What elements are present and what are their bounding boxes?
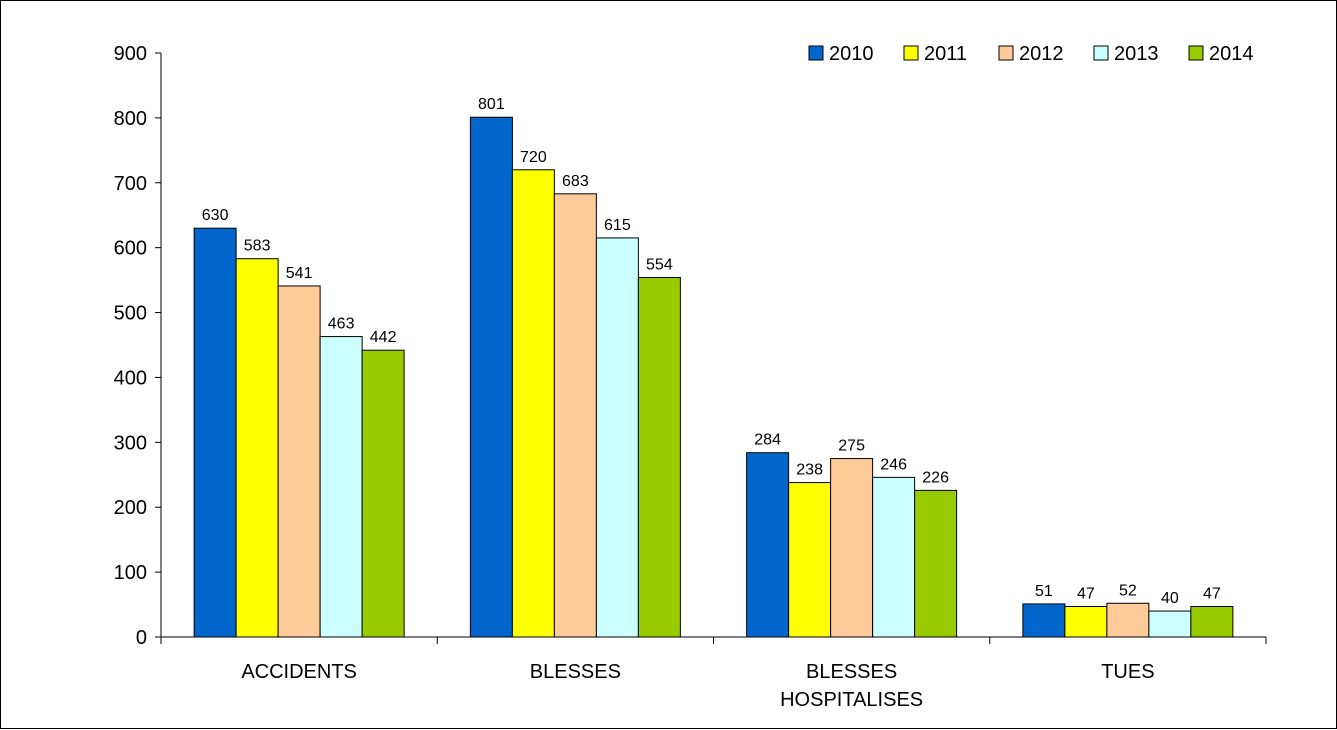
y-tick-label: 400 [114, 367, 147, 389]
bar [235, 258, 279, 638]
legend-label: 2014 [1209, 43, 1254, 65]
legend-label: 2010 [829, 43, 874, 65]
y-tick-label: 100 [114, 562, 147, 584]
data-label: 284 [754, 432, 781, 449]
bar [469, 116, 513, 638]
data-label: 52 [1119, 582, 1137, 599]
bar [595, 237, 639, 638]
bar [319, 336, 363, 638]
bar [872, 476, 916, 638]
data-label: 801 [478, 96, 505, 113]
category-label: ACCIDENTS [241, 661, 357, 683]
y-tick-label: 900 [114, 43, 147, 65]
legend: 2010 2011 2012 2013 2014 [808, 43, 1254, 65]
bar [1106, 602, 1150, 638]
y-tick-label: 200 [114, 497, 147, 519]
legend-label: 2011 [924, 43, 967, 65]
bar [788, 482, 832, 638]
bar [830, 458, 874, 638]
data-label: 683 [562, 173, 589, 190]
data-label: 720 [520, 149, 547, 166]
data-labels: 630 801 284 51 583 720 238 47 541 683 275 52 463 615 2… [202, 96, 1221, 607]
y-tick-label: 0 [136, 627, 147, 649]
data-label: 554 [646, 257, 673, 274]
data-label: 583 [244, 238, 271, 255]
legend-swatch [1188, 45, 1204, 61]
category-label: TUES [1101, 661, 1154, 683]
data-label: 40 [1161, 590, 1179, 607]
data-label: 275 [838, 438, 865, 455]
x-axis: ACCIDENTS BLESSES BLESSES HOSPITALISES TUES [160, 636, 1267, 711]
category-label: HOSPITALISES [780, 689, 923, 711]
legend-swatch [998, 45, 1014, 61]
bar [1022, 603, 1066, 638]
bar [1064, 606, 1108, 638]
category-label: BLESSES [806, 661, 897, 683]
bar [746, 452, 790, 638]
legend-label: 2012 [1019, 43, 1064, 65]
y-tick-label: 300 [114, 432, 147, 454]
bar [1190, 606, 1234, 638]
data-label: 541 [286, 265, 313, 282]
y-tick-label: 600 [114, 238, 147, 260]
data-label: 442 [370, 329, 397, 346]
data-label: 615 [604, 217, 631, 234]
y-axis: 0 100 200 300 400 500 600 700 800 900 [114, 43, 162, 649]
bar [553, 193, 597, 638]
legend-label: 2013 [1114, 43, 1159, 65]
data-label: 630 [202, 207, 229, 224]
y-tick-label: 700 [114, 173, 147, 195]
data-label: 246 [880, 456, 907, 473]
bar [914, 489, 958, 638]
y-tick-label: 500 [114, 303, 147, 325]
bar [277, 285, 321, 638]
bars [193, 116, 1234, 638]
legend-swatch [903, 45, 919, 61]
bar [193, 227, 237, 638]
bar [361, 349, 405, 638]
legend-swatch [808, 45, 824, 61]
data-label: 47 [1077, 586, 1095, 603]
data-label: 47 [1203, 586, 1221, 603]
category-label: BLESSES [530, 661, 621, 683]
data-label: 463 [328, 316, 355, 333]
legend-swatch [1093, 45, 1109, 61]
bar [1148, 610, 1192, 638]
y-tick-label: 800 [114, 108, 147, 130]
data-label: 226 [922, 469, 949, 486]
data-label: 238 [796, 462, 823, 479]
data-label: 51 [1035, 583, 1053, 600]
bar [637, 277, 681, 638]
bar [511, 169, 555, 638]
